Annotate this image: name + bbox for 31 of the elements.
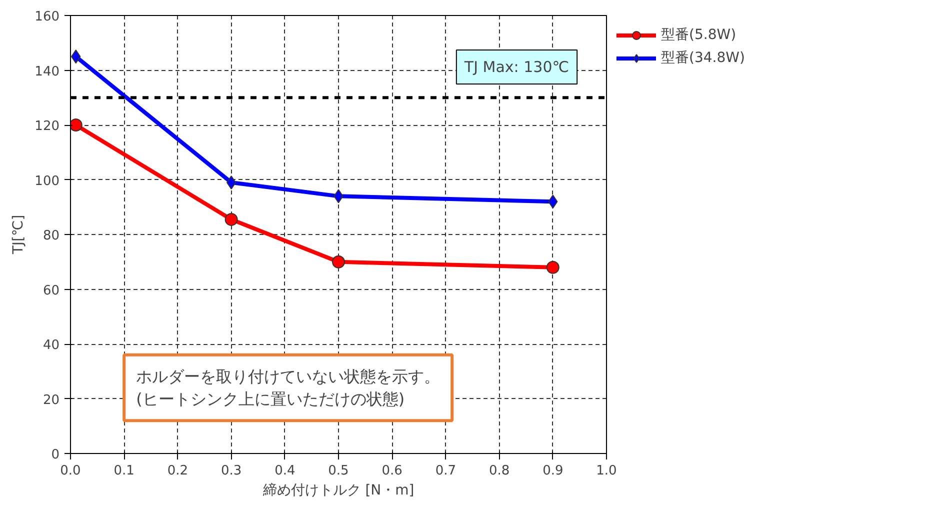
x-tick-label: 0.9 <box>542 464 564 478</box>
point <box>224 212 238 226</box>
x-tick-label: 0.2 <box>167 464 188 478</box>
point <box>70 118 82 132</box>
y-tick-label: 0 <box>51 448 60 462</box>
legend-label: 型番(34.8W) <box>661 49 745 67</box>
ref-line-label: TJ Max: 130℃ <box>463 58 570 76</box>
y-tick-label: 160 <box>34 10 60 24</box>
x-tick-label: 0.1 <box>114 464 134 478</box>
x-axis-title: 締め付けトルク [N・m] <box>262 482 414 498</box>
y-tick-label: 40 <box>42 338 60 353</box>
point <box>226 175 236 190</box>
x-tick-label: 0.3 <box>220 464 242 478</box>
y-tick-label: 140 <box>34 64 60 80</box>
y-axis-title: TJ[℃] <box>10 214 27 256</box>
y-tick-label: 80 <box>42 228 60 244</box>
annotation: ホルダーを取り付けていない状態を示す。 (ヒートシンク上に置いただけの状態) <box>136 366 440 409</box>
x-tick-label: 0.8 <box>488 464 510 478</box>
x-tick-label: 0.6 <box>382 464 402 478</box>
y-tick-label: 60 <box>42 283 60 298</box>
point <box>546 260 560 274</box>
x-tick-label: 0.7 <box>435 464 456 478</box>
x-tick-label: 0.0 <box>60 464 81 478</box>
x-tick-label: 0.4 <box>274 464 296 478</box>
x-tick-label: 1.0 <box>596 464 617 478</box>
y-tick-label: 100 <box>34 174 60 189</box>
y-tick-label: 120 <box>34 119 60 134</box>
point <box>332 255 345 268</box>
x-tick-label: 0.5 <box>328 464 349 478</box>
y-tick-label: 20 <box>42 392 60 408</box>
legend-label: 型番(5.8W) <box>661 26 736 44</box>
